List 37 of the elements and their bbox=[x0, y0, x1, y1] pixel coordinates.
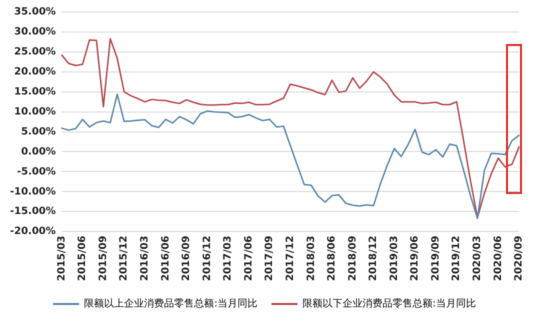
x-tick-label: 2016/09 bbox=[181, 236, 192, 282]
y-tick-label: 30.00% bbox=[14, 26, 56, 38]
x-tick-label: 2017/03 bbox=[222, 236, 234, 282]
x-tick-label: 2015/03 bbox=[56, 236, 68, 282]
x-tick-label: 2020/06 bbox=[492, 236, 504, 282]
x-tick-label: 2018/06 bbox=[326, 236, 338, 282]
x-tick-label: 2020/09 bbox=[514, 236, 525, 282]
y-tick-label: 20.00% bbox=[14, 66, 56, 78]
x-tick-label: 2016/06 bbox=[160, 236, 172, 282]
x-tick-label: 2015/12 bbox=[118, 236, 130, 282]
y-tick-label: 35.00% bbox=[14, 6, 56, 18]
x-tick-label: 2017/09 bbox=[264, 236, 276, 282]
x-tick-label: 2019/03 bbox=[388, 236, 400, 282]
x-tick-label: 2017/06 bbox=[243, 236, 254, 282]
y-tick-label: -5.00% bbox=[16, 166, 56, 178]
x-tick-label: 2020/03 bbox=[472, 236, 484, 282]
y-tick-label: 5.00% bbox=[21, 126, 56, 138]
y-tick-label: 0.00% bbox=[21, 146, 56, 158]
x-tick-label: 2019/09 bbox=[430, 236, 442, 282]
y-tick-label: -15.00% bbox=[10, 206, 56, 218]
y-tick-label: -10.00% bbox=[10, 186, 56, 198]
x-tick-label: 2018/12 bbox=[368, 236, 380, 282]
x-tick-label: 2017/12 bbox=[284, 236, 296, 282]
x-tick-label: 2015/09 bbox=[98, 236, 109, 282]
x-tick-label: 2018/03 bbox=[306, 236, 317, 282]
legend-label: 限额以下企业消费品零售总额:当月同比 bbox=[302, 298, 476, 310]
x-tick-label: 2015/06 bbox=[77, 236, 88, 282]
y-tick-label: -20.00% bbox=[10, 226, 56, 238]
x-tick-label: 2016/12 bbox=[202, 236, 213, 282]
x-tick-label: 2019/06 bbox=[410, 236, 421, 282]
x-tick-label: 2018/09 bbox=[347, 236, 358, 282]
y-tick-label: 15.00% bbox=[14, 86, 56, 98]
x-tick-label: 2019/12 bbox=[451, 236, 462, 282]
x-tick-label: 2016/03 bbox=[140, 236, 151, 282]
y-tick-label: 25.00% bbox=[14, 46, 56, 58]
legend-label: 限额以上企业消费品零售总额:当月同比 bbox=[84, 298, 258, 310]
y-tick-label: 10.00% bbox=[14, 106, 56, 118]
